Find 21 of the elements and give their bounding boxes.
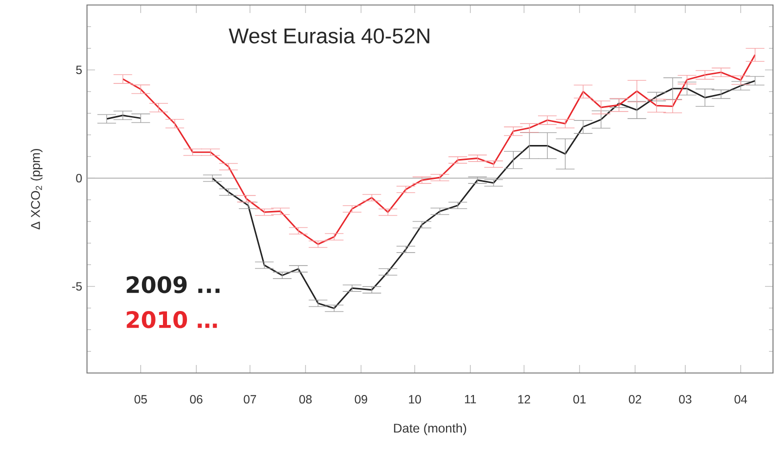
x-tick-label: 09 — [354, 395, 368, 404]
x-tick-label: 11 — [464, 395, 476, 404]
text: 2010 … — [126, 311, 217, 328]
text: 2009 ... — [126, 276, 220, 294]
y-tick-label: -5 — [72, 282, 82, 291]
x-tick-label: 01 — [573, 395, 586, 404]
x-tick-label: 08 — [299, 395, 312, 404]
x-tick-label: 03 — [679, 395, 692, 404]
x-tick-label: 12 — [518, 395, 530, 404]
x-axis-title: Date (month) — [394, 423, 466, 436]
x-tick-label: 05 — [134, 395, 147, 404]
x-tick-label: 02 — [628, 395, 642, 404]
x-tick-label: 10 — [409, 395, 421, 404]
x-tick-label: 06 — [190, 395, 202, 404]
text: West Eurasia 40-52N — [228, 28, 430, 44]
y-tick-label: 0 — [76, 174, 82, 182]
x-tick-label: 04 — [734, 395, 748, 404]
line-series — [122, 54, 756, 245]
y-tick-label: 5 — [76, 66, 82, 74]
y-axis-title: Δ XCO$_{2}$ (ppm) — [30, 148, 42, 230]
x-tick-label: 07 — [244, 395, 256, 404]
